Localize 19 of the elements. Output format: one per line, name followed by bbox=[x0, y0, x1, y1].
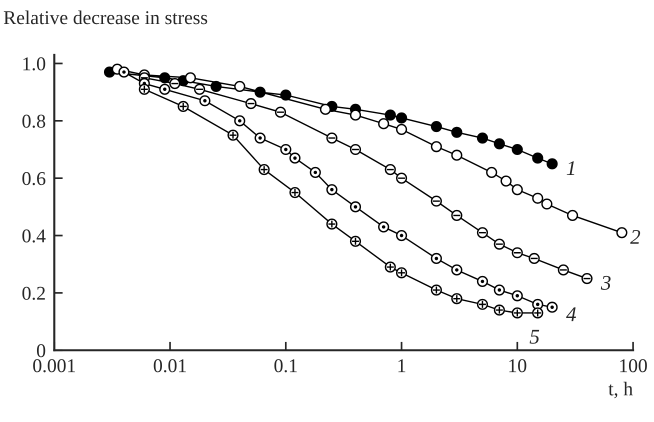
series-label: 5 bbox=[530, 330, 540, 344]
x-tick-label: 1 bbox=[398, 359, 406, 372]
y-axis-title: Relative decrease in stress bbox=[4, 10, 208, 24]
x-tick-label: 0.1 bbox=[274, 359, 297, 372]
y-tick-label: 0.6 bbox=[22, 172, 46, 186]
x-tick-label: 0.01 bbox=[154, 359, 186, 372]
x-axis-title: t, h bbox=[608, 382, 633, 398]
x-tick-label: 0.001 bbox=[33, 359, 75, 372]
y-tick-label: 0.2 bbox=[22, 286, 45, 300]
series-label: 1 bbox=[566, 161, 574, 175]
series-label: 2 bbox=[630, 230, 640, 244]
x-tick-label: 10 bbox=[509, 359, 526, 372]
legend-label: 3 bbox=[600, 276, 611, 290]
y-tick-label: 1.0 bbox=[23, 57, 46, 70]
series-label: 4 bbox=[566, 307, 576, 322]
y-tick-label: 0.4 bbox=[22, 229, 46, 243]
y-tick-label: 0.8 bbox=[22, 114, 46, 128]
x-tick-label: 100 bbox=[620, 359, 647, 372]
y-tick-label: 0 bbox=[36, 344, 46, 358]
